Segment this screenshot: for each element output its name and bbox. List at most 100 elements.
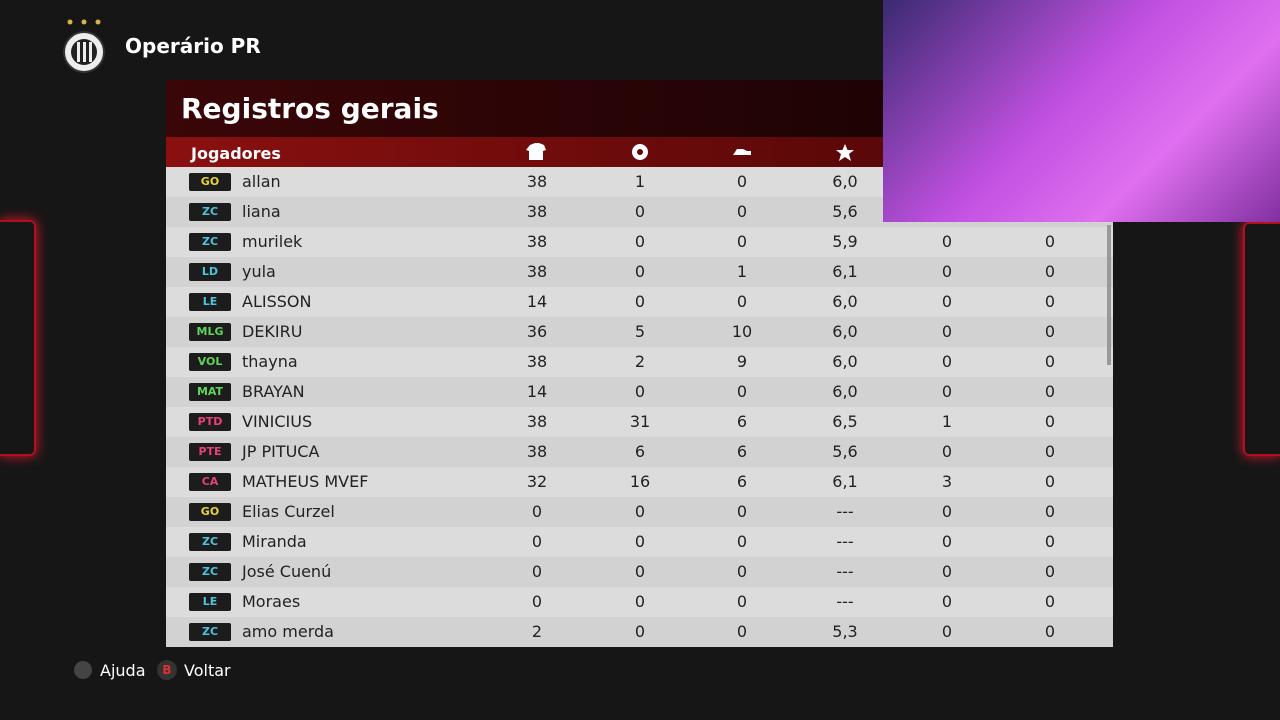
- table-row[interactable]: ZC José Cuenú 0 0 0 --- 0 0: [166, 557, 1113, 587]
- player-name: BRAYAN: [242, 382, 305, 401]
- stat-cell: 6,5: [832, 412, 858, 431]
- position-badge: ZC: [189, 563, 231, 581]
- stat-cell: 0: [941, 502, 953, 521]
- stat-cell: 0: [941, 532, 953, 551]
- table-header: [166, 137, 883, 167]
- panel-title-bar: [166, 80, 883, 137]
- stat-cell: 0: [634, 232, 646, 251]
- stat-cell: 0: [941, 322, 953, 341]
- stat-cell: 0: [1044, 592, 1056, 611]
- stat-cell: 0: [531, 562, 543, 581]
- stat-cell: 6: [736, 412, 748, 431]
- table-row[interactable]: PTD VINICIUS 38 31 6 6,5 1 0: [166, 407, 1113, 437]
- position-badge: CA: [189, 473, 231, 491]
- position-badge: ZC: [189, 533, 231, 551]
- stat-cell: 0: [634, 502, 646, 521]
- stat-cell: 0: [634, 262, 646, 281]
- stat-cell: 0: [1044, 442, 1056, 461]
- stat-cell: 0: [736, 202, 748, 221]
- stat-cell: 6,0: [832, 172, 858, 191]
- stat-cell: 1: [736, 262, 748, 281]
- side-decor: [0, 220, 36, 456]
- stat-cell: 6,0: [832, 352, 858, 371]
- table-row[interactable]: VOL thayna 38 2 9 6,0 0 0: [166, 347, 1113, 377]
- stat-cell: ---: [836, 532, 854, 551]
- stat-cell: 0: [531, 502, 543, 521]
- stat-cell: 6,1: [832, 262, 858, 281]
- player-name: Miranda: [242, 532, 307, 551]
- back-key: B: [157, 660, 177, 680]
- stat-cell: 0: [634, 562, 646, 581]
- stat-cell: 0: [531, 592, 543, 611]
- table-row[interactable]: ZC amo merda 2 0 0 5,3 0 0: [166, 617, 1113, 647]
- position-badge: LE: [189, 293, 231, 311]
- table-row[interactable]: MLG DEKIRU 36 5 10 6,0 0 0: [166, 317, 1113, 347]
- player-name: José Cuenú: [242, 562, 332, 581]
- position-badge: PTD: [189, 413, 231, 431]
- stat-cell: 0: [1044, 262, 1056, 281]
- stat-cell: 0: [1044, 502, 1056, 521]
- stat-cell: 0: [1044, 562, 1056, 581]
- stat-cell: 0: [736, 382, 748, 401]
- player-name: MATHEUS MVEF: [242, 472, 369, 491]
- stat-cell: 0: [634, 382, 646, 401]
- player-name: murilek: [242, 232, 303, 251]
- stat-cell: 9: [736, 352, 748, 371]
- stat-cell: 0: [941, 292, 953, 311]
- stat-cell: 0: [736, 562, 748, 581]
- table-row[interactable]: ZC Miranda 0 0 0 --- 0 0: [166, 527, 1113, 557]
- table-row[interactable]: ZC murilek 38 0 0 5,9 0 0: [166, 227, 1113, 257]
- table-row[interactable]: PTE JP PITUCA 38 6 6 5,6 0 0: [166, 437, 1113, 467]
- stat-cell: 38: [526, 352, 548, 371]
- stat-cell: 0: [941, 442, 953, 461]
- stat-cell: 0: [941, 232, 953, 251]
- stat-cell: 0: [634, 622, 646, 641]
- position-badge: VOL: [189, 353, 231, 371]
- player-name: amo merda: [242, 622, 334, 641]
- stat-cell: 1: [634, 172, 646, 191]
- position-badge: ZC: [189, 623, 231, 641]
- help-label[interactable]: Ajuda: [100, 661, 146, 680]
- column-header: Jogadores: [191, 144, 281, 163]
- help-button-icon: [74, 661, 92, 679]
- stat-cell: 0: [736, 502, 748, 521]
- stat-cell: 38: [526, 232, 548, 251]
- stat-cell: 6,1: [832, 472, 858, 491]
- stat-cell: 0: [941, 352, 953, 371]
- position-badge: LE: [189, 593, 231, 611]
- stat-cell: 38: [526, 442, 548, 461]
- stat-cell: 32: [526, 472, 548, 491]
- stat-cell: ---: [836, 562, 854, 581]
- stat-cell: 5,9: [832, 232, 858, 251]
- team-crest: [63, 19, 105, 73]
- table-row[interactable]: LE Moraes 0 0 0 --- 0 0: [166, 587, 1113, 617]
- table-row[interactable]: LE ALISSON 14 0 0 6,0 0 0: [166, 287, 1113, 317]
- stat-cell: 5,6: [832, 442, 858, 461]
- stat-cell: 0: [941, 562, 953, 581]
- position-badge: GO: [189, 173, 231, 191]
- position-badge: MLG: [189, 323, 231, 341]
- stat-cell: 0: [1044, 352, 1056, 371]
- position-badge: ZC: [189, 233, 231, 251]
- stat-cell: 0: [1044, 412, 1056, 431]
- stat-cell: 6: [634, 442, 646, 461]
- player-name: VINICIUS: [242, 412, 313, 431]
- stat-cell: 1: [941, 412, 953, 431]
- stat-cell: 0: [1044, 622, 1056, 641]
- player-name: Elias Curzel: [242, 502, 335, 521]
- position-badge: ZC: [189, 203, 231, 221]
- stat-cell: 0: [1044, 382, 1056, 401]
- table-row[interactable]: CA MATHEUS MVEF 32 16 6 6,1 3 0: [166, 467, 1113, 497]
- stat-cell: 16: [629, 472, 651, 491]
- table-row[interactable]: MAT BRAYAN 14 0 0 6,0 0 0: [166, 377, 1113, 407]
- position-badge: PTE: [189, 443, 231, 461]
- stat-cell: 6,0: [832, 322, 858, 341]
- player-name: liana: [242, 202, 281, 221]
- back-label[interactable]: Voltar: [184, 661, 231, 680]
- table-row[interactable]: LD yula 38 0 1 6,1 0 0: [166, 257, 1113, 287]
- stat-cell: 0: [634, 292, 646, 311]
- table-row[interactable]: GO Elias Curzel 0 0 0 --- 0 0: [166, 497, 1113, 527]
- player-name: DEKIRU: [242, 322, 303, 341]
- player-name: thayna: [242, 352, 298, 371]
